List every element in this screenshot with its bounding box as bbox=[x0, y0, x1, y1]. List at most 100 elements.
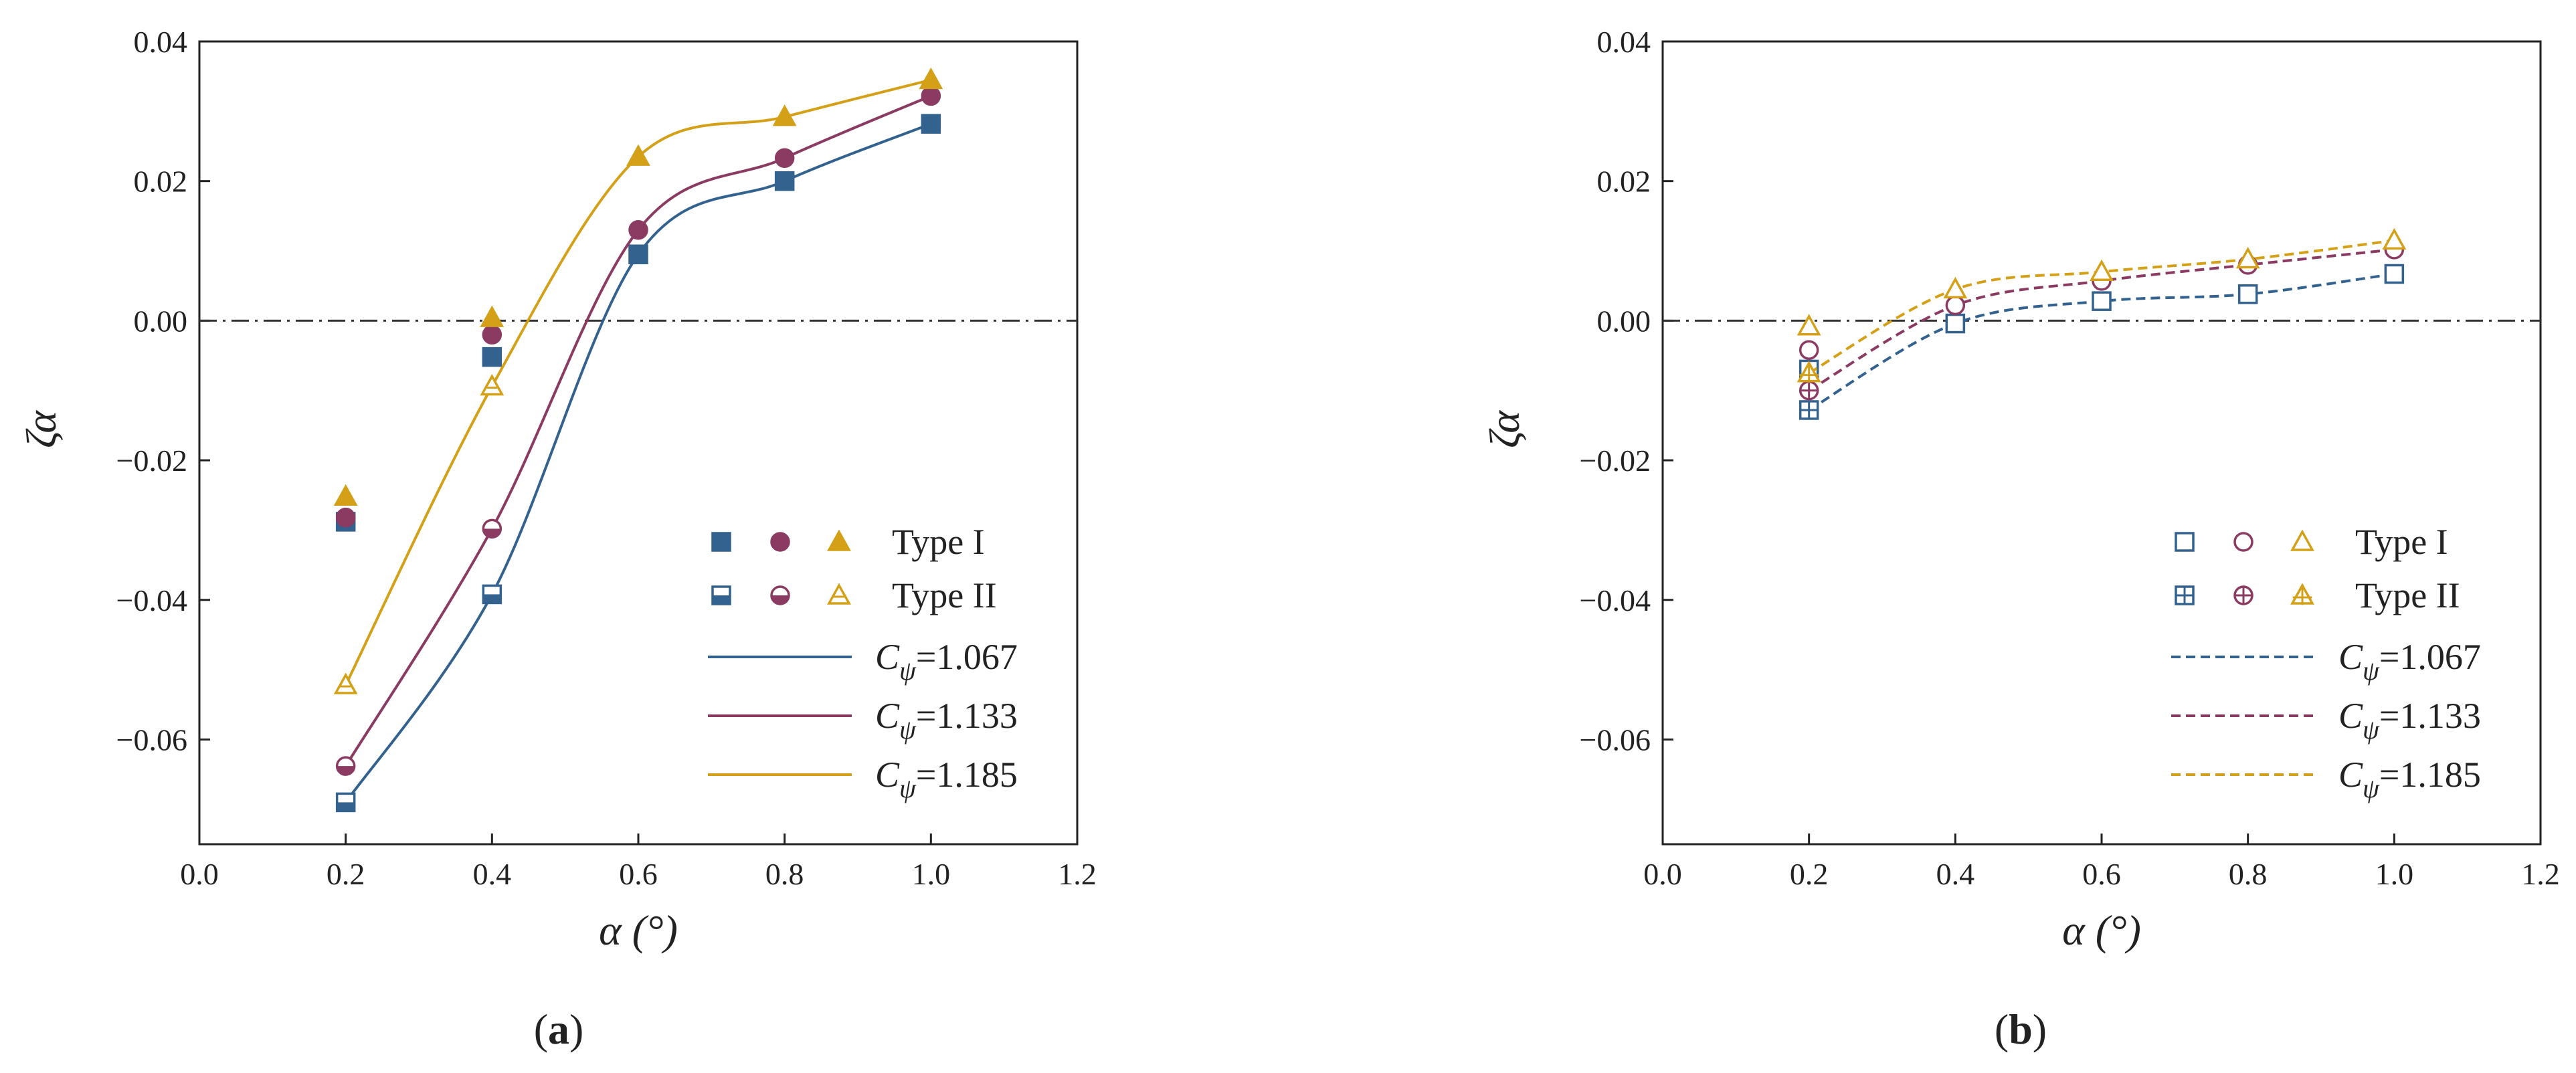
x-tick-label: 1.2 bbox=[2521, 857, 2560, 891]
type-i-point bbox=[1799, 340, 1819, 360]
legend-label: Cψ=1.185 bbox=[2338, 755, 2481, 803]
caption-letter: b bbox=[2009, 1005, 2033, 1053]
legend-value: =1.067 bbox=[2379, 637, 2481, 677]
legend-subscript: ψ bbox=[2363, 714, 2380, 745]
type-i-point bbox=[335, 507, 356, 528]
legend-symbol: C bbox=[2338, 755, 2363, 795]
caption-close: ) bbox=[569, 1005, 583, 1053]
panel-b: 0.0 0.2 0.4 0.6 0.8 1.0 1.2 0.04 0.02 0.00 −0.02 −0… bbox=[1481, 25, 2560, 1053]
x-tick-label: 0.6 bbox=[619, 857, 658, 891]
type-i-point bbox=[628, 244, 648, 265]
type-i-point bbox=[2237, 284, 2258, 304]
panel-a: 0.0 0.2 0.4 0.6 0.8 1.0 1.2 0.04 0.02 0.00 −0.02 −0… bbox=[17, 25, 1097, 1053]
y-tick-label: −0.04 bbox=[1580, 583, 1651, 617]
y-tick-label: −0.02 bbox=[116, 444, 187, 478]
type-i-point bbox=[2382, 227, 2407, 250]
legend-symbol: C bbox=[875, 637, 900, 677]
legend-marker bbox=[2290, 529, 2314, 551]
type-i-point bbox=[480, 305, 504, 327]
series-0 bbox=[335, 114, 941, 813]
panel-caption: (a) bbox=[534, 1005, 584, 1053]
legend-label: Cψ=1.067 bbox=[2338, 637, 2481, 686]
legend-subscript: ψ bbox=[2363, 773, 2380, 803]
legend-value: =1.185 bbox=[2379, 755, 2481, 795]
y-tick-label: 0.02 bbox=[134, 165, 188, 199]
legend-value: =1.067 bbox=[916, 637, 1018, 677]
legend-marker-fill bbox=[713, 595, 730, 604]
y-tick-label: 0.00 bbox=[1597, 304, 1651, 338]
type-i-point bbox=[921, 114, 941, 134]
type-i-point bbox=[2092, 291, 2112, 311]
legend-marker bbox=[827, 583, 851, 605]
legend-value: =1.133 bbox=[916, 696, 1018, 736]
series-2 bbox=[333, 67, 943, 694]
legend-value: =1.185 bbox=[916, 755, 1018, 795]
legend-label: Type II bbox=[2355, 575, 2460, 615]
type-ii-point-fill bbox=[337, 766, 355, 775]
y-tick-label: 0.02 bbox=[1597, 165, 1651, 199]
x-tick-label: 1.0 bbox=[2375, 857, 2414, 891]
type-i-point bbox=[1797, 314, 1821, 336]
x-tick-label: 0.0 bbox=[1643, 857, 1682, 891]
type-i-point bbox=[774, 148, 795, 169]
legend-subscript: ψ bbox=[899, 656, 917, 686]
x-tick-label: 0.8 bbox=[765, 857, 804, 891]
legend-subscript: ψ bbox=[2363, 656, 2380, 686]
legend-symbol: C bbox=[2338, 637, 2363, 677]
y-tick-label: 0.04 bbox=[134, 25, 188, 59]
y-axis-label: ζα bbox=[1481, 410, 1528, 448]
x-axis-label: α (°) bbox=[599, 906, 678, 954]
legend-marker bbox=[711, 532, 731, 552]
caption-letter: a bbox=[548, 1005, 569, 1053]
y-tick-label: −0.06 bbox=[116, 722, 187, 757]
type-i-point bbox=[774, 171, 795, 191]
type-i-point bbox=[482, 324, 502, 345]
x-axis-label: α (°) bbox=[2062, 906, 2141, 954]
legend-marker bbox=[2233, 532, 2253, 552]
series-line bbox=[345, 122, 932, 803]
type-ii-point bbox=[480, 373, 504, 396]
type-i-point bbox=[772, 104, 797, 126]
legend-symbol: C bbox=[2338, 696, 2363, 736]
y-axis-label: ζα bbox=[17, 410, 65, 448]
type-ii-point-fill bbox=[483, 594, 501, 603]
type-i-point bbox=[628, 219, 648, 240]
series-2 bbox=[1797, 227, 2407, 383]
caption-open: ( bbox=[1995, 1005, 2009, 1053]
legend-label: Type II bbox=[892, 575, 997, 615]
legend-label: Type I bbox=[892, 522, 985, 562]
type-i-point bbox=[482, 347, 502, 367]
series-line bbox=[344, 94, 932, 767]
panel-caption: (b) bbox=[1995, 1005, 2047, 1053]
type-i-point bbox=[2384, 264, 2405, 284]
type-i-point bbox=[1943, 276, 1968, 299]
caption-close: ) bbox=[2033, 1005, 2047, 1053]
legend-label: Cψ=1.133 bbox=[875, 696, 1018, 745]
legend-marker bbox=[827, 529, 851, 551]
legend-symbol: C bbox=[875, 696, 900, 736]
y-tick-label: 0.00 bbox=[134, 304, 188, 338]
x-tick-label: 0.2 bbox=[1790, 857, 1829, 891]
y-tick-label: −0.06 bbox=[1580, 722, 1651, 757]
legend-label: Cψ=1.133 bbox=[2338, 696, 2481, 745]
legend-subscript: ψ bbox=[899, 714, 917, 745]
x-tick-label: 0.2 bbox=[327, 857, 365, 891]
legend-marker-fill bbox=[771, 595, 789, 604]
type-i-point bbox=[1945, 295, 1966, 316]
legend-label: Type I bbox=[2355, 522, 2448, 562]
y-tick-label: −0.04 bbox=[116, 583, 187, 617]
type-i-point bbox=[1945, 313, 1966, 334]
type-i-point bbox=[921, 86, 941, 106]
legend-subscript: ψ bbox=[899, 773, 917, 803]
legend-value: =1.133 bbox=[2379, 696, 2481, 736]
legend-label: Cψ=1.067 bbox=[875, 637, 1018, 686]
series-line bbox=[344, 78, 931, 686]
legend-symbol: C bbox=[875, 755, 900, 795]
type-i-point bbox=[919, 67, 943, 90]
type-i-point bbox=[626, 144, 650, 166]
type-i-point bbox=[333, 484, 358, 506]
type-i-point bbox=[2235, 247, 2260, 269]
type-i-point bbox=[2090, 259, 2114, 282]
